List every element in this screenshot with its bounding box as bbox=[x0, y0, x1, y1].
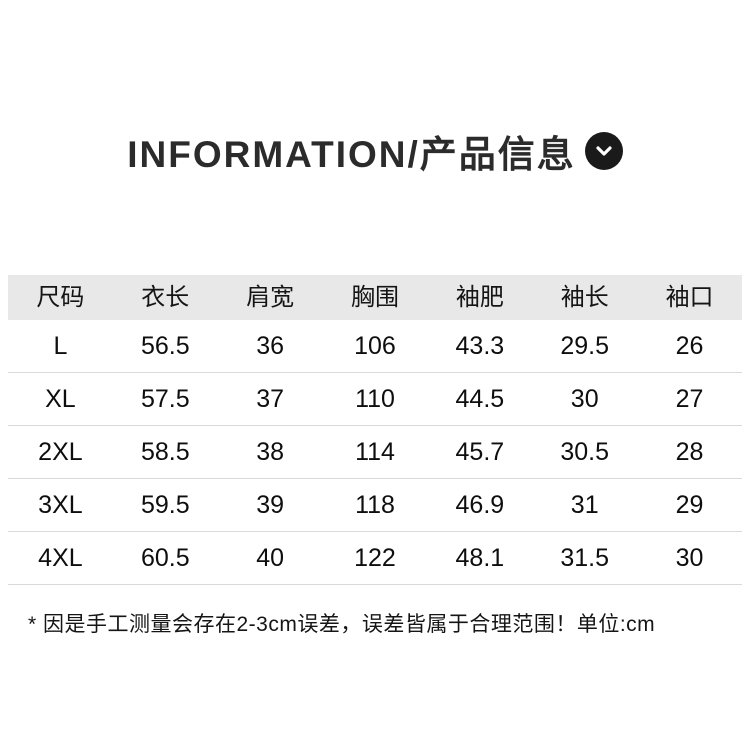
table-cell: 30.5 bbox=[560, 437, 610, 466]
column-header-sleeve-length: 袖长 bbox=[560, 283, 609, 311]
table-cell: 59.5 bbox=[140, 490, 190, 519]
column-header-shoulder: 肩宽 bbox=[246, 283, 295, 311]
column-header-sleeve-width: 袖肥 bbox=[455, 283, 504, 311]
table-cell: 3XL bbox=[38, 490, 83, 519]
table-cell: 2XL bbox=[38, 437, 83, 466]
table-cell: 37 bbox=[256, 384, 285, 413]
table-cell: 31 bbox=[570, 490, 599, 519]
table-cell: XL bbox=[45, 384, 76, 413]
table-cell: 29.5 bbox=[560, 331, 610, 360]
table-row-4xl: 4XL 60.5 40 122 48.1 31.5 30 bbox=[8, 532, 742, 585]
size-table-header-row: 尺码 衣长 肩宽 胸围 袖肥 袖长 袖口 bbox=[8, 275, 742, 320]
table-cell: 60.5 bbox=[140, 543, 190, 572]
table-cell: 44.5 bbox=[455, 384, 505, 413]
table-cell: 30 bbox=[570, 384, 599, 413]
table-cell: 43.3 bbox=[455, 331, 505, 360]
table-row-l: L 56.5 36 106 43.3 29.5 26 bbox=[8, 320, 742, 373]
column-header-bust: 胸围 bbox=[350, 283, 399, 311]
table-row-3xl: 3XL 59.5 39 118 46.9 31 29 bbox=[8, 479, 742, 532]
chevron-down-icon[interactable] bbox=[584, 132, 623, 170]
table-cell: 48.1 bbox=[455, 543, 505, 572]
table-cell: 4XL bbox=[38, 543, 83, 572]
table-cell: 114 bbox=[355, 437, 395, 466]
table-cell: 56.5 bbox=[140, 331, 190, 360]
table-cell: 106 bbox=[354, 331, 396, 360]
table-row-xl: XL 57.5 37 110 44.5 30 27 bbox=[8, 373, 742, 426]
table-cell: 58.5 bbox=[140, 437, 190, 466]
table-cell: 30 bbox=[675, 543, 704, 572]
column-header-size: 尺码 bbox=[36, 283, 85, 311]
table-cell: 39 bbox=[256, 490, 285, 519]
column-header-cuff: 袖口 bbox=[665, 283, 714, 311]
table-cell: 122 bbox=[354, 543, 396, 572]
table-cell: 110 bbox=[355, 384, 395, 413]
table-cell: 36 bbox=[256, 331, 285, 360]
size-table: 尺码 衣长 肩宽 胸围 袖肥 袖长 袖口 L 56.5 36 106 43.3 … bbox=[8, 275, 742, 585]
table-cell: 26 bbox=[675, 331, 704, 360]
table-cell: 46.9 bbox=[455, 490, 505, 519]
measurement-disclaimer: * 因是手工测量会存在2-3cm误差，误差皆属于合理范围！单位:cm bbox=[28, 613, 656, 636]
table-cell: 38 bbox=[256, 437, 285, 466]
table-cell: 29 bbox=[675, 490, 704, 519]
column-header-length: 衣长 bbox=[141, 283, 190, 311]
table-cell: 31.5 bbox=[560, 543, 610, 572]
table-cell: 27 bbox=[675, 384, 704, 413]
table-cell: 45.7 bbox=[455, 437, 505, 466]
table-row-2xl: 2XL 58.5 38 114 45.7 30.5 28 bbox=[8, 426, 742, 479]
product-info-header: INFORMATION/产品信息 bbox=[0, 0, 750, 178]
table-cell: 40 bbox=[256, 543, 285, 572]
page-title: INFORMATION/产品信息 bbox=[127, 134, 576, 175]
table-cell: 57.5 bbox=[140, 384, 190, 413]
table-cell: 118 bbox=[355, 490, 395, 519]
table-cell: 28 bbox=[675, 437, 704, 466]
table-cell: L bbox=[53, 331, 68, 360]
